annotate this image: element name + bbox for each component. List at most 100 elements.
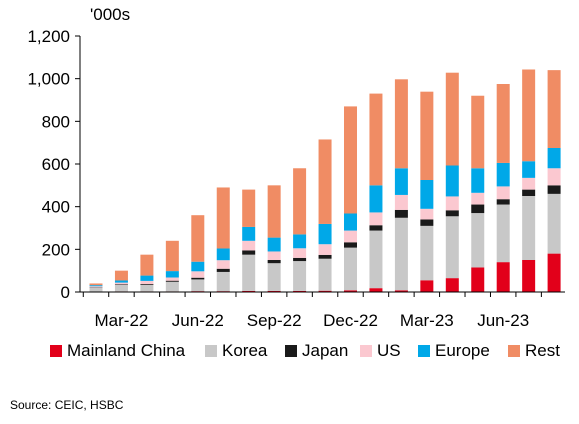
bar-segment-europe — [216, 248, 230, 261]
bar-segment-japan — [394, 209, 408, 218]
bar-segment-europe — [89, 285, 103, 287]
y-tick-label: 1,200 — [27, 27, 70, 46]
bar-segment-korea — [445, 216, 459, 279]
bar-segment-europe — [547, 148, 561, 169]
bar-segment-us — [140, 280, 154, 285]
bar-segment-rest — [420, 91, 434, 180]
bar-segment-korea — [547, 193, 561, 254]
bar-segment-rest — [89, 283, 103, 286]
x-tick-labels: Mar-22 Jun-22 Sep-22 Dec-22 Mar-23 Jun-23 — [95, 311, 530, 330]
bar-segment-japan — [242, 250, 256, 255]
bar-segment-rest — [522, 69, 536, 162]
bar-segment-europe — [394, 168, 408, 195]
bar-segment-korea — [165, 281, 179, 292]
bar-segment-rest — [445, 72, 459, 166]
legend-swatch — [205, 345, 217, 357]
bar-segment-us — [547, 168, 561, 186]
bar-segment-rest — [114, 270, 128, 281]
bar-segment-europe — [242, 226, 256, 241]
x-tick-label: Mar-22 — [95, 311, 149, 330]
bar-segment-us — [522, 177, 536, 190]
bar-segment-mainland-china — [318, 290, 332, 292]
x-tick-label: Sep-22 — [247, 311, 302, 330]
bar-segment-us — [318, 244, 332, 255]
bar-segment-japan — [471, 204, 485, 214]
legend-swatch — [360, 345, 372, 357]
bar-segment-mainland-china — [547, 253, 561, 292]
bar-segment-korea — [242, 254, 256, 291]
bar-segment-rest — [216, 187, 230, 249]
x-tick-label: Mar-23 — [400, 311, 454, 330]
bar-segment-korea — [318, 258, 332, 291]
source-note: Source: CEIC, HSBC — [10, 398, 124, 412]
bar-segment-japan — [369, 225, 383, 231]
legend-label: Rest — [525, 341, 560, 360]
legend-label: Europe — [435, 341, 490, 360]
y-tick-label: 1,000 — [27, 70, 70, 89]
bar-segment-europe — [140, 275, 154, 281]
bar-segment-rest — [318, 139, 332, 224]
bar-segment-korea — [267, 263, 281, 291]
bar-segment-europe — [267, 237, 281, 252]
bar-segment-japan — [267, 260, 281, 264]
bar-segment-mainland-china — [420, 280, 434, 292]
bar-segment-rest — [471, 95, 485, 169]
unit-label: '000s — [90, 5, 130, 24]
y-tick-label: 0 — [61, 283, 70, 302]
legend-label: Japan — [302, 341, 348, 360]
bar-segment-japan — [344, 242, 357, 248]
bar-segment-rest — [547, 70, 561, 148]
bar-segment-mainland-china — [242, 290, 256, 292]
bar-segment-europe — [496, 162, 510, 187]
legend-swatch — [50, 345, 62, 357]
bar-segment-japan — [293, 257, 307, 262]
bar-segment-mainland-china — [369, 288, 383, 292]
bar-segment-rest — [293, 168, 307, 235]
bar-segment-europe — [344, 213, 357, 231]
x-tick-label: Dec-22 — [323, 311, 378, 330]
bar-segment-rest — [191, 215, 205, 262]
bar-segment-us — [293, 248, 307, 258]
bar-segment-europe — [165, 271, 179, 278]
stacked-bar-chart: '000s 0 200 400 600 800 1,000 1,200 Mar-22 Jun-… — [27, 5, 565, 360]
bar-segment-mainland-china — [344, 290, 357, 292]
legend-swatch — [285, 345, 297, 357]
bar-segment-mainland-china — [267, 290, 281, 292]
bar-segment-us — [216, 260, 230, 269]
y-tick-label: 800 — [42, 112, 70, 131]
x-tick-label: Jun-22 — [172, 311, 224, 330]
bar-segment-korea — [140, 284, 154, 292]
x-tick-label: Jun-23 — [477, 311, 529, 330]
bar-segment-mainland-china — [445, 278, 459, 292]
bar-segment-rest — [242, 189, 256, 227]
bar-segment-japan — [420, 219, 434, 226]
bar-segment-us — [344, 230, 357, 243]
bar-segment-mainland-china — [394, 290, 408, 292]
legend-label: US — [377, 341, 401, 360]
bar-segment-korea — [496, 204, 510, 263]
legend-item: Rest — [508, 341, 560, 360]
bar-segment-europe — [471, 168, 485, 193]
bar-segment-japan — [547, 185, 561, 194]
bar-segment-japan — [522, 189, 536, 196]
bar-segment-us — [242, 240, 256, 251]
bar-segment-europe — [293, 234, 307, 249]
bar-segment-rest — [165, 240, 179, 272]
bar-segment-us — [191, 271, 205, 278]
bar-segment-europe — [522, 161, 536, 178]
legend-item: Mainland China — [50, 341, 186, 360]
bar-segment-japan — [140, 284, 154, 285]
bar-segment-japan — [496, 199, 510, 205]
bar-segment-us — [89, 286, 103, 288]
bar-segment-europe — [420, 180, 434, 209]
chart-canvas: '000s 0 200 400 600 800 1,000 1,200 Mar-22 Jun-… — [27, 5, 565, 360]
bar-segment-europe — [114, 280, 128, 283]
bar-segment-rest — [140, 254, 154, 276]
bar-segment-korea — [522, 196, 536, 260]
legend-swatch — [418, 345, 430, 357]
bar-segment-us — [267, 251, 281, 260]
bar-segment-mainland-china — [471, 267, 485, 292]
bar-segment-us — [394, 194, 408, 210]
bar-segment-rest — [267, 185, 281, 238]
bar-segment-korea — [216, 271, 230, 292]
